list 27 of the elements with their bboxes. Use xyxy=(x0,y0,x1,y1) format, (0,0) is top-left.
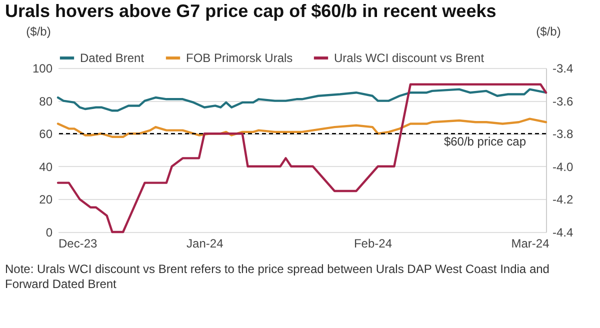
y2-tick-label: -4.0 xyxy=(552,160,574,174)
line-series xyxy=(56,118,548,138)
ref-line-label: $60/b price cap xyxy=(444,134,526,149)
x-tick-label: Mar-24 xyxy=(511,236,550,250)
y2-axis-title: ($/b) xyxy=(536,24,561,38)
y2-tick-label: -3.6 xyxy=(552,94,574,108)
legend-label: Dated Brent xyxy=(80,51,145,65)
y-tick-label: 100 xyxy=(32,62,53,76)
chart-title: Urals hovers above G7 price cap of $60/b in recent weeks xyxy=(5,1,496,21)
line-series xyxy=(56,88,548,112)
y-tick-label: 40 xyxy=(39,160,53,174)
y-tick-label: 20 xyxy=(39,192,53,207)
x-tick-label: Jan-24 xyxy=(186,236,224,250)
y-tick-label: 0 xyxy=(46,226,53,240)
y-axis-title: ($/b) xyxy=(26,24,51,38)
legend-label: Urals WCI discount vs Brent xyxy=(334,51,485,65)
y2-tick-label: -3.8 xyxy=(552,127,574,142)
text: Note: Urals WCI discount vs Brent refers to the price spread between Urals DAP West Coast India and Forward Dated Brent xyxy=(5,262,550,292)
y2-tick-label: -4.2 xyxy=(552,192,574,207)
x-tick-label: Dec-23 xyxy=(58,236,98,250)
legend-label: FOB Primorsk Urals xyxy=(186,51,293,65)
y2-tick-label: -3.4 xyxy=(552,62,574,76)
line-series xyxy=(56,83,548,234)
y-tick-label: 60 xyxy=(39,127,53,142)
y2-tick-label: -4.4 xyxy=(552,226,574,240)
x-tick-label: Feb-24 xyxy=(354,236,392,250)
y-tick-label: 80 xyxy=(39,94,53,108)
